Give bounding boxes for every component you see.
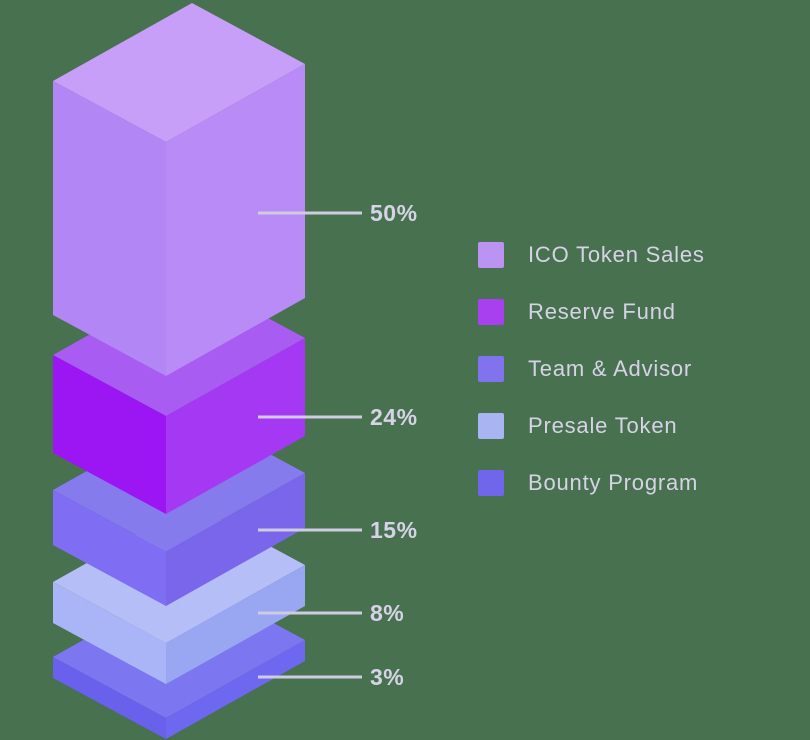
block-presale-token-left-face <box>53 582 166 684</box>
legend-item-presale-token: Presale Token <box>478 413 677 439</box>
block-presale-token-right-face <box>166 565 305 684</box>
legend-swatch-ico-token-sales <box>478 242 504 268</box>
block-bounty-program-right-face <box>166 640 305 739</box>
legend-swatch-presale-token <box>478 413 504 439</box>
legend-label-presale-token: Presale Token <box>528 413 678 438</box>
block-team-advisor-right-face <box>166 473 305 606</box>
legend-item-team-advisor: Team & Advisor <box>478 356 692 382</box>
block-ico-token-sales <box>53 3 305 376</box>
block-reserve-fund-left-face <box>53 355 166 514</box>
legend-label-ico-token-sales: ICO Token Sales <box>528 242 705 267</box>
block-ico-token-sales-top-face <box>53 3 305 142</box>
block-reserve-fund-right-face <box>166 338 305 514</box>
callout-label-bounty-program: 3% <box>370 664 404 690</box>
legend-item-ico-token-sales: ICO Token Sales <box>478 242 705 268</box>
legend-label-reserve-fund: Reserve Fund <box>528 299 676 324</box>
callout-label-reserve-fund: 24% <box>370 404 418 430</box>
block-ico-token-sales-left-face <box>53 81 166 376</box>
callout-label-ico-token-sales: 50% <box>370 200 418 226</box>
callout-lines <box>258 211 362 679</box>
legend-label-bounty-program: Bounty Program <box>528 470 699 495</box>
legend-swatch-reserve-fund <box>478 299 504 325</box>
block-team-advisor-left-face <box>53 490 166 606</box>
legend-swatch-team-advisor <box>478 356 504 382</box>
legend-swatch-bounty-program <box>478 470 504 496</box>
block-ico-token-sales-right-face <box>166 64 305 376</box>
legend-label-team-advisor: Team & Advisor <box>528 356 693 381</box>
callout-label-presale-token: 8% <box>370 600 404 626</box>
legend-item-reserve-fund: Reserve Fund <box>478 299 676 325</box>
legend-item-bounty-program: Bounty Program <box>478 470 698 496</box>
callout-label-team-advisor: 15% <box>370 517 418 543</box>
callout-labels: 50% 24% 15% 8% 3% <box>370 200 418 690</box>
block-bounty-program-left-face <box>53 657 166 739</box>
